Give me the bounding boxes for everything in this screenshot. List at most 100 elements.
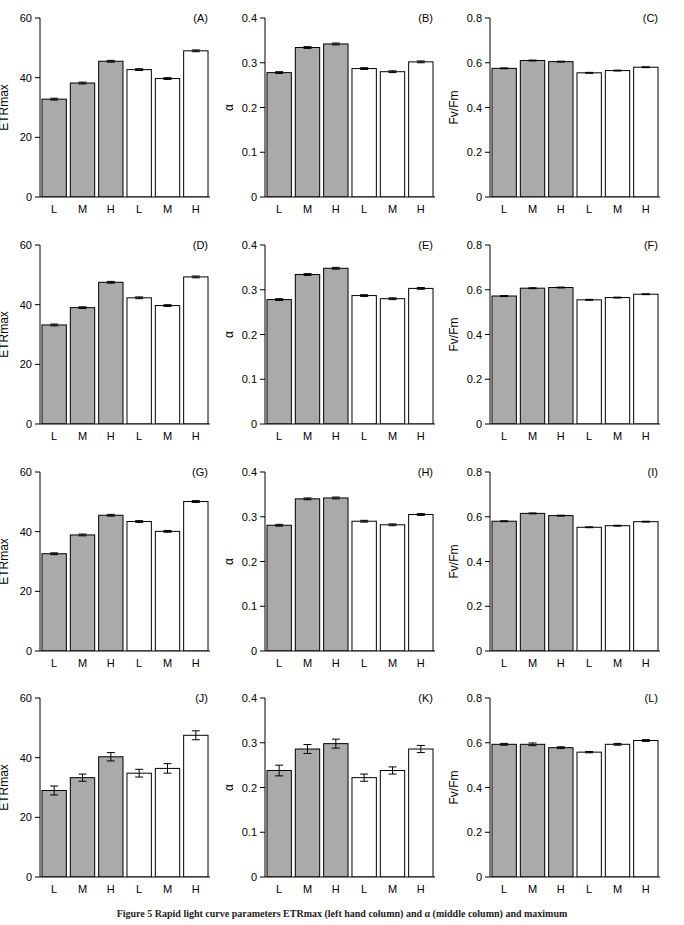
y-axis-label: α (222, 331, 236, 338)
error-bar (135, 297, 143, 299)
x-tick-label: M (613, 203, 622, 215)
y-tick (260, 379, 265, 380)
x-axis (265, 197, 435, 198)
y-tick-label: 0.8 (467, 239, 482, 251)
y-tick-label: 0.4 (242, 12, 257, 24)
bar (42, 554, 66, 651)
x-tick-label: H (107, 430, 115, 442)
y-tick-label: 0 (26, 418, 32, 430)
x-axis (40, 424, 210, 425)
x-tick-label: H (192, 883, 200, 895)
error-bar (332, 497, 340, 499)
bar (42, 99, 66, 197)
x-tick-label: L (51, 430, 57, 442)
y-tick (485, 516, 490, 517)
error-bar (389, 298, 397, 300)
bars (42, 50, 208, 197)
bar (324, 498, 348, 651)
bar (184, 735, 208, 877)
error-bar (79, 534, 87, 536)
bar (324, 268, 348, 424)
panel: 00.10.20.30.4LMHLMHα(B) (222, 12, 435, 215)
error-bar (557, 515, 565, 517)
figure: 0204060LMHLMHETRmax(A)00.10.20.30.4LMHLM… (0, 0, 684, 925)
y-axis-label: ETRmax (0, 764, 11, 811)
error-bar (417, 514, 425, 516)
y-axis-label: Fv/Fm (447, 545, 461, 579)
error-bar (360, 295, 368, 297)
x-tick-label: M (78, 203, 87, 215)
y-tick-label: 0.4 (467, 782, 482, 794)
error-bar (50, 553, 58, 555)
x-tick-label: L (276, 657, 282, 669)
x-tick-label: L (276, 203, 282, 215)
y-tick-label: 0.2 (467, 600, 482, 612)
error-bar (557, 61, 565, 63)
bar (520, 288, 544, 424)
error-bar (304, 498, 312, 500)
y-tick (485, 651, 490, 652)
error-bar (360, 774, 368, 781)
y-tick (35, 364, 40, 365)
bar (634, 522, 658, 651)
bar (70, 308, 94, 424)
bar (184, 502, 208, 651)
y-tick (485, 107, 490, 108)
bar (577, 752, 601, 877)
error-bar (164, 78, 172, 80)
bar (155, 531, 179, 651)
y-tick-label: 0.1 (242, 826, 257, 838)
error-bar (275, 765, 283, 776)
error-bar (107, 281, 115, 283)
y-tick (485, 18, 490, 19)
y-tick-label: 0.2 (242, 782, 257, 794)
y-tick (485, 152, 490, 153)
y-tick (260, 334, 265, 335)
y-tick (35, 77, 40, 78)
error-bar (79, 82, 87, 84)
y-tick (260, 289, 265, 290)
x-tick-label: L (501, 203, 507, 215)
y-axis-label: ETRmax (0, 538, 11, 585)
x-tick-label: H (417, 203, 425, 215)
panel: 00.10.20.30.4LMHLMHα(E) (222, 239, 435, 442)
error-bar (614, 743, 622, 745)
x-tick-label: L (361, 657, 367, 669)
bar (295, 275, 319, 424)
y-tick-label: 0.2 (467, 373, 482, 385)
y-tick-label: 0 (26, 871, 32, 883)
x-tick-label: L (136, 657, 142, 669)
error-bar (642, 521, 650, 523)
error-bar (585, 299, 593, 301)
x-tick-label: M (388, 203, 397, 215)
bar (492, 521, 516, 651)
y-axis (40, 698, 41, 877)
error-bar (585, 751, 593, 752)
y-tick-label: 0.8 (467, 692, 482, 704)
y-axis-label: Fv/Fm (447, 771, 461, 805)
y-tick (485, 606, 490, 607)
error-bar (304, 47, 312, 49)
x-axis (265, 877, 435, 878)
error-bar (164, 530, 172, 532)
error-bar (275, 299, 283, 301)
error-bar (500, 743, 508, 745)
x-tick-label: M (163, 883, 172, 895)
y-tick-label: 0 (476, 418, 482, 430)
bars (492, 287, 658, 424)
y-tick (35, 245, 40, 246)
x-tick-label: H (107, 883, 115, 895)
error-bar (642, 66, 650, 68)
bar (352, 778, 376, 877)
error-bar (192, 731, 200, 740)
y-tick-label: 40 (20, 752, 32, 764)
bars (42, 276, 208, 424)
bar (380, 299, 404, 424)
error-bar (50, 98, 58, 100)
y-tick-label: 0.8 (467, 466, 482, 478)
y-tick-label: 0 (26, 645, 32, 657)
y-tick (260, 561, 265, 562)
bar (577, 527, 601, 651)
y-tick (260, 107, 265, 108)
x-tick-label: L (51, 203, 57, 215)
